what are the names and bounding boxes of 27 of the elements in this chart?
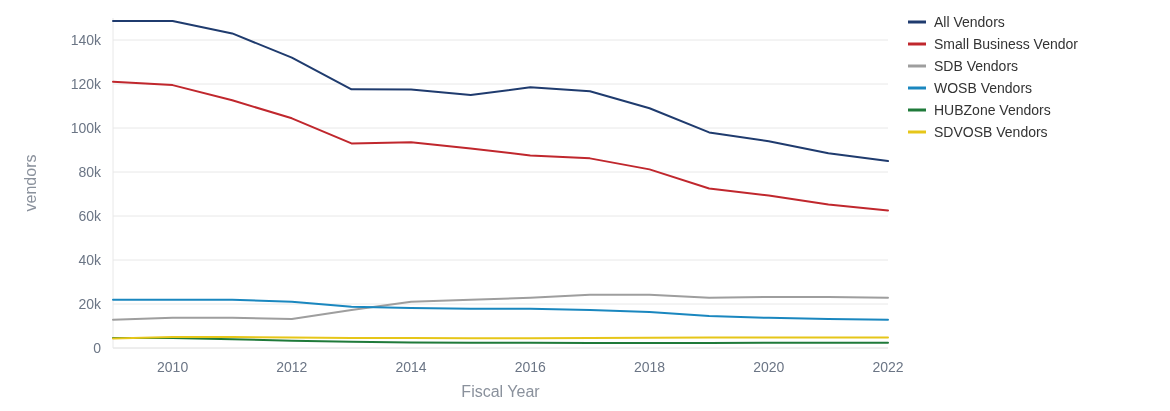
x-tick-label: 2022 <box>872 359 904 375</box>
line-series <box>112 293 889 321</box>
x-axis-title: Fiscal Year <box>461 383 541 400</box>
legend-label: SDVOSB Vendors <box>934 123 1048 140</box>
legend-label: SDB Vendors <box>934 57 1019 74</box>
line-series <box>112 298 889 321</box>
y-tick-label: 100k <box>70 119 102 136</box>
legend-label: All Vendors <box>934 13 1005 30</box>
x-tick-label: 2018 <box>633 359 666 375</box>
x-tick-label: 2010 <box>157 359 189 375</box>
y-tick-label: 140k <box>70 31 102 48</box>
legend-label: HUBZone Vendors <box>934 101 1051 118</box>
x-tick-label: 2014 <box>395 359 427 375</box>
y-tick-label: 60k <box>78 207 102 224</box>
line-series <box>112 20 889 162</box>
y-tick-label: 40k <box>78 251 102 268</box>
y-axis-title: vendors <box>22 154 39 212</box>
legend-label: WOSB Vendors <box>934 79 1033 96</box>
legend-label: Small Business Vendor <box>934 35 1079 52</box>
y-tick-label: 20k <box>78 295 102 312</box>
x-tick-label: 2020 <box>753 359 785 375</box>
x-tick-label: 2012 <box>276 359 308 375</box>
y-tick-label: 0 <box>93 339 102 356</box>
line-series <box>112 80 889 212</box>
y-tick-label: 80k <box>78 163 102 180</box>
x-tick-label: 2016 <box>514 359 547 375</box>
y-tick-label: 120k <box>70 75 102 92</box>
